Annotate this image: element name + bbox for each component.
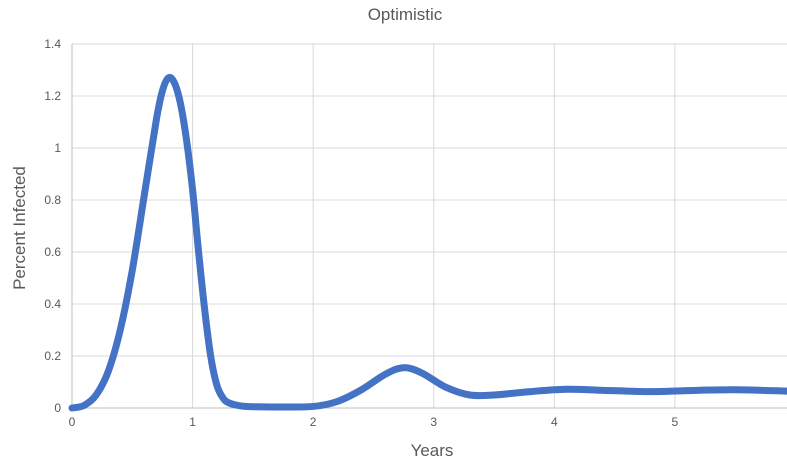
tick-labels: 0 0.2 0.4 0.6 0.8 1 1.2 1.4 0 1 2 3 4 5 xyxy=(44,37,678,429)
y-tick-label: 0.6 xyxy=(44,245,61,259)
x-axis-label: Years xyxy=(411,441,454,460)
y-tick-label: 0.2 xyxy=(44,349,61,363)
chart-title: Optimistic xyxy=(368,5,443,24)
y-tick-label: 1.2 xyxy=(44,89,61,103)
grid xyxy=(71,43,787,409)
y-tick-label: 0.8 xyxy=(44,193,61,207)
y-tick-label: 0.4 xyxy=(44,297,61,311)
x-tick-label: 2 xyxy=(310,415,317,429)
x-tick-label: 3 xyxy=(430,415,437,429)
y-tick-label: 1 xyxy=(54,141,61,155)
x-tick-label: 4 xyxy=(551,415,558,429)
y-tick-label: 0 xyxy=(54,401,61,415)
series-line xyxy=(68,73,787,412)
x-tick-label: 5 xyxy=(672,415,679,429)
x-tick-label: 1 xyxy=(189,415,196,429)
y-axis-label: Percent Infected xyxy=(10,166,29,290)
y-tick-label: 1.4 xyxy=(44,37,61,51)
x-tick-label: 0 xyxy=(69,415,76,429)
series-layer xyxy=(68,73,787,412)
